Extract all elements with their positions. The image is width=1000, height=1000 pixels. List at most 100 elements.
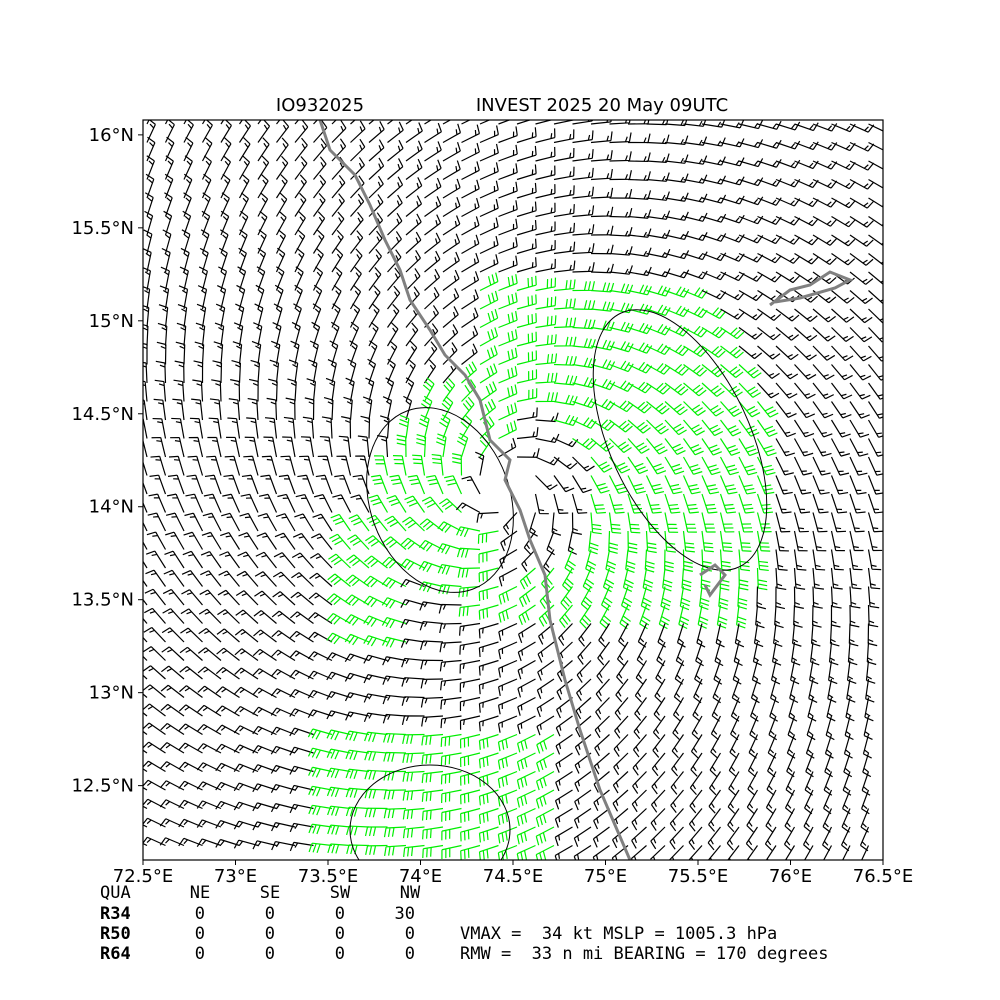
wind-barb xyxy=(201,136,213,162)
wind-barb xyxy=(805,734,815,759)
wind-barb xyxy=(645,493,662,514)
wind-barb xyxy=(275,229,287,254)
wind-barb xyxy=(478,548,499,564)
wind-barb xyxy=(633,715,647,740)
wind-barb xyxy=(327,573,351,587)
wind-barb xyxy=(572,243,595,255)
wind-barb xyxy=(793,419,815,438)
wind-barb xyxy=(662,567,673,592)
wind-barb xyxy=(535,844,555,860)
wind-barb xyxy=(216,647,240,661)
wind-barb xyxy=(274,532,296,550)
wind-barb xyxy=(720,138,745,148)
wind-barb xyxy=(313,494,333,513)
wind-barb xyxy=(244,436,259,458)
wind-barb xyxy=(535,240,556,255)
wind-barb xyxy=(757,401,779,418)
wind-barb xyxy=(424,341,438,365)
wind-barb xyxy=(846,660,857,684)
wind-barb xyxy=(309,572,333,587)
wind-barb xyxy=(812,215,838,227)
wind-barb xyxy=(812,345,836,361)
wind-barb xyxy=(386,340,398,365)
wind-barb xyxy=(536,715,555,736)
wind-barb xyxy=(400,558,425,571)
wind-barb xyxy=(775,493,792,514)
wind-barb xyxy=(326,786,351,798)
wind-barb xyxy=(161,247,171,273)
wind-barb xyxy=(402,770,425,782)
wind-barb xyxy=(775,364,799,380)
wind-barb xyxy=(255,551,277,569)
wind-barb xyxy=(478,826,499,843)
wind-barb xyxy=(690,734,703,759)
wind-barb xyxy=(682,493,699,514)
wind-barb xyxy=(257,192,269,217)
wind-barb xyxy=(289,803,314,814)
wind-barb xyxy=(535,353,558,366)
wind-barb xyxy=(757,364,780,379)
wind-barb xyxy=(605,549,617,574)
wind-barb xyxy=(756,512,772,533)
wind-barb xyxy=(382,536,407,550)
wind-barb xyxy=(235,303,245,328)
wind-barb xyxy=(664,363,689,376)
wind-barb xyxy=(497,752,518,770)
wind-barb xyxy=(418,414,430,439)
wind-barb xyxy=(271,340,281,365)
wind-barb xyxy=(593,808,610,830)
wind-barb xyxy=(421,770,444,784)
wind-barb xyxy=(701,456,721,476)
wind-barb xyxy=(363,674,388,684)
wind-barb xyxy=(670,771,684,795)
wind-barb xyxy=(238,210,249,236)
y-tick-label: 15°N xyxy=(89,311,134,332)
wind-barb xyxy=(382,713,407,724)
wind-barb xyxy=(440,733,462,747)
wind-barb xyxy=(235,590,259,606)
wind-barb xyxy=(572,167,594,181)
wind-barb xyxy=(775,401,797,418)
wind-barb xyxy=(253,610,277,624)
wind-barb xyxy=(479,125,499,144)
wind-barb xyxy=(257,513,278,532)
wind-barb xyxy=(368,248,382,273)
wind-barb xyxy=(609,283,634,294)
wind-barb xyxy=(405,231,422,254)
wind-barb xyxy=(424,287,440,310)
wind-barb xyxy=(868,345,883,362)
wind-barb xyxy=(499,548,518,569)
wind-barb xyxy=(368,285,381,310)
y-tick-label: 14.5°N xyxy=(71,404,134,425)
wind-barb xyxy=(455,502,481,514)
wind-barb xyxy=(765,808,777,833)
wind-barb xyxy=(345,768,370,780)
wind-barb xyxy=(497,844,518,860)
wind-barb xyxy=(143,703,166,717)
wind-barb xyxy=(590,320,615,332)
wind-barb xyxy=(460,826,481,842)
wind-barb xyxy=(812,419,833,438)
wind-barb xyxy=(775,234,801,245)
wind-barb xyxy=(848,623,859,647)
wind-barb xyxy=(461,120,472,125)
table-header: SW xyxy=(330,883,351,903)
wind-barb xyxy=(701,252,727,262)
wind-barb xyxy=(572,130,594,144)
wind-barb xyxy=(143,730,148,735)
wind-barb xyxy=(143,286,151,310)
wind-barb xyxy=(831,401,852,419)
wind-barb xyxy=(143,418,148,439)
wind-barb xyxy=(664,438,686,455)
wind-barb xyxy=(421,733,444,746)
wind-barb xyxy=(185,493,204,513)
wind-barb xyxy=(664,211,689,221)
wind-barb xyxy=(456,526,481,538)
wind-barb xyxy=(775,252,801,264)
x-tick-label: 73.5°E xyxy=(298,866,358,887)
wind-barb xyxy=(401,677,425,687)
wind-barb xyxy=(152,417,167,439)
wind-barb xyxy=(187,455,204,476)
wind-barb xyxy=(588,530,599,555)
